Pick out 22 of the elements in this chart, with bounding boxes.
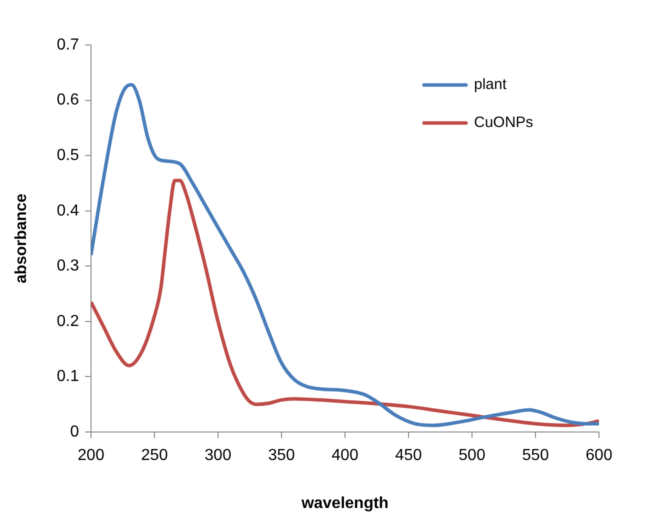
x-tick-label: 550 bbox=[522, 447, 549, 464]
x-tick-label: 200 bbox=[78, 447, 104, 464]
x-tick-label: 300 bbox=[204, 447, 232, 464]
y-tick-label: 0.4 bbox=[56, 202, 80, 220]
y-tick-label: 0 bbox=[70, 423, 80, 440]
y-tick-label: 0.1 bbox=[56, 368, 80, 386]
x-tick-label: 600 bbox=[586, 447, 612, 464]
legend-label: CuONPs bbox=[474, 114, 534, 132]
y-tick-label: 0.2 bbox=[56, 312, 80, 330]
line-series bbox=[91, 178, 599, 428]
y-tick-label: 0.7 bbox=[56, 36, 80, 54]
legend-label: plant bbox=[474, 76, 508, 94]
x-tick-label: 350 bbox=[268, 447, 295, 464]
x-tick-label: 250 bbox=[141, 447, 168, 464]
x-axis-title: wavelength bbox=[300, 494, 389, 512]
x-tick-label: 450 bbox=[395, 447, 422, 464]
y-tick-label: 0.5 bbox=[56, 146, 80, 164]
y-tick-label: 0.3 bbox=[56, 258, 80, 275]
x-tick-label: 400 bbox=[332, 447, 358, 464]
y-axis-title: absorbance bbox=[13, 193, 30, 284]
x-tick-label: 500 bbox=[458, 447, 486, 464]
y-tick-label: 0.6 bbox=[56, 92, 80, 109]
